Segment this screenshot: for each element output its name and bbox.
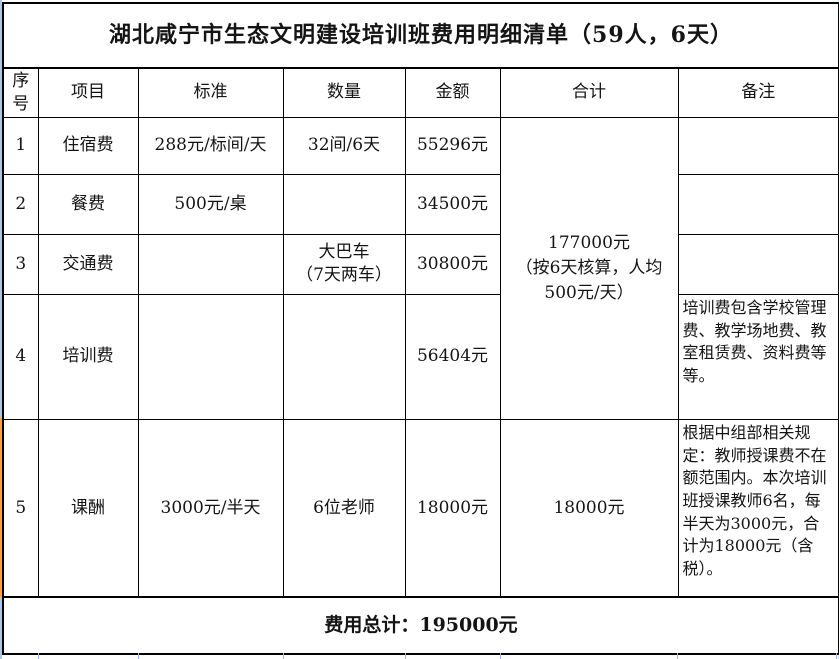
table-row: 5 课酬 3000元/半天 6位老师 18000元 18000元 根据中组部相关… (2, 418, 839, 598)
grid-column-tick (677, 653, 678, 659)
cell-amount: 34500元 (404, 173, 501, 235)
table-row: 1 住宿费 288元/标间/天 32间/6天 55296元 177000元 （按… (2, 116, 839, 420)
col-header-amount: 金额 (404, 67, 501, 118)
cell-amount: 30800元 (404, 233, 501, 295)
cell-remark: 培训费包含学校管理费、教学场地费、教室租赁费、资料费等等。 (677, 293, 839, 420)
cell-quantity (282, 173, 406, 235)
col-header-standard: 标准 (137, 67, 284, 118)
table-row: 2 餐费 500元/桌 34500元 (2, 173, 839, 235)
cell-quantity: 大巴车 （7天两车） (282, 233, 406, 295)
table-title: 湖北咸宁市生态文明建设培训班费用明细清单（59人，6天） (2, 2, 839, 69)
cell-amount: 18000元 (404, 418, 501, 598)
cell-quantity: 32间/6天 (282, 116, 406, 175)
grid-column-tick (283, 653, 284, 659)
cell-remark (677, 173, 839, 235)
cell-amount: 56404元 (404, 293, 501, 420)
cell-amount: 55296元 (404, 116, 501, 175)
cell-subtotal: 18000元 (499, 418, 679, 598)
left-grid-edge-top (0, 0, 2, 418)
col-header-remark: 备注 (677, 67, 839, 118)
col-header-no: 序号 (2, 67, 39, 118)
cell-item: 餐费 (37, 173, 139, 235)
grand-total: 费用总计：195000元 (2, 596, 839, 655)
cell-quantity: 6位老师 (282, 418, 406, 598)
cell-standard: 288元/标间/天 (137, 116, 284, 175)
grid-column-tick (836, 653, 837, 659)
grid-column-tick (38, 653, 39, 659)
cell-item: 课酬 (37, 418, 139, 598)
cell-item: 住宿费 (37, 116, 139, 175)
col-header-quantity: 数量 (282, 67, 406, 118)
cell-item: 交通费 (37, 233, 139, 295)
left-row-highlight-orange (0, 418, 2, 597)
cell-standard (137, 293, 284, 420)
cell-no: 1 (2, 116, 39, 175)
col-header-item: 项目 (37, 67, 139, 118)
cell-item: 培训费 (37, 293, 139, 420)
cell-remark (677, 233, 839, 295)
table-row: 3 交通费 大巴车 （7天两车） 30800元 (2, 233, 839, 295)
grid-column-tick (138, 653, 139, 659)
cell-remark (677, 116, 839, 175)
cell-no: 2 (2, 173, 39, 235)
grid-column-tick (405, 653, 406, 659)
cell-no: 4 (2, 293, 39, 420)
cell-remark: 根据中组部相关规定：教师授课费不在额范围内。本次培训班授课教师6名，每半天为30… (677, 418, 839, 598)
left-grid-edge-bottom (0, 597, 2, 659)
col-header-subtotal: 合计 (499, 67, 679, 118)
cell-standard: 3000元/半天 (137, 418, 284, 598)
cell-no: 3 (2, 233, 39, 295)
cell-standard (137, 233, 284, 295)
cell-quantity (282, 293, 406, 420)
cell-subtotal-merged: 177000元 （按6天核算，人均 500元/天） (499, 116, 679, 420)
grid-column-tick (500, 653, 501, 659)
cell-no: 5 (2, 418, 39, 598)
cell-standard: 500元/桌 (137, 173, 284, 235)
table-row: 4 培训费 56404元 培训费包含学校管理费、教学场地费、教室租赁费、资料费等… (2, 293, 839, 420)
